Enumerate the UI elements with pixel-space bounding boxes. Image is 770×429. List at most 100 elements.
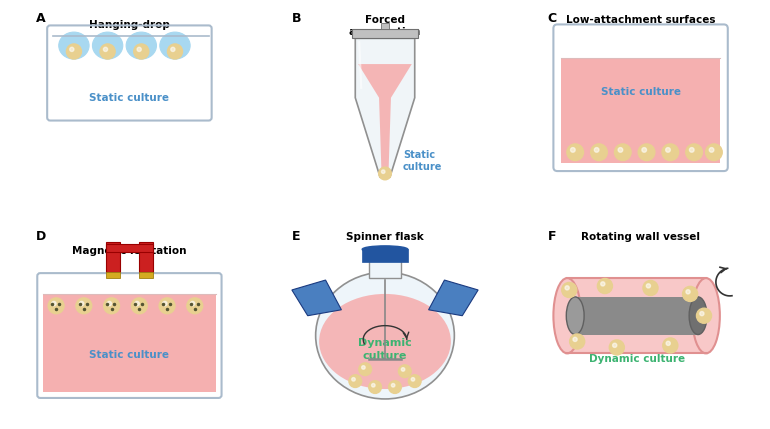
Circle shape [187,298,203,314]
Polygon shape [429,280,478,316]
Bar [139,242,153,272]
Circle shape [66,44,82,59]
Circle shape [562,282,577,297]
Circle shape [389,381,401,393]
Text: Magnetic levitation: Magnetic levitation [72,246,186,257]
Circle shape [134,44,149,59]
Circle shape [591,144,608,160]
Bar [381,24,389,29]
Ellipse shape [566,297,584,335]
Bar [105,242,119,272]
Text: Hanging-drop: Hanging-drop [89,21,170,30]
Circle shape [573,337,578,341]
Circle shape [100,44,116,59]
Polygon shape [292,280,341,316]
Text: Low-attachment surfaces: Low-attachment surfaces [566,15,715,24]
Circle shape [646,284,651,288]
Circle shape [571,148,575,152]
Circle shape [171,47,175,51]
Text: Spinner flask: Spinner flask [346,233,424,242]
Circle shape [709,148,714,152]
Circle shape [700,311,704,316]
Circle shape [369,381,381,393]
Text: A: A [36,12,46,24]
Circle shape [52,302,56,306]
Circle shape [638,144,654,160]
Circle shape [79,302,84,306]
Circle shape [408,375,421,387]
Bar [353,29,417,38]
Circle shape [697,308,711,323]
Circle shape [135,302,139,306]
Bar [561,30,720,58]
Circle shape [379,167,391,180]
Circle shape [666,341,671,345]
Ellipse shape [362,246,408,253]
Circle shape [137,47,142,51]
Circle shape [103,47,108,51]
Circle shape [359,363,372,375]
Circle shape [70,47,74,51]
Circle shape [362,366,365,369]
Circle shape [104,298,119,314]
Circle shape [662,144,678,160]
Text: Static culture: Static culture [89,350,169,360]
Circle shape [398,365,411,378]
Bar [561,58,720,163]
Text: Static culture: Static culture [89,93,169,103]
Circle shape [190,302,195,306]
Polygon shape [355,38,415,177]
Ellipse shape [160,32,190,59]
Text: Dynamic culture: Dynamic culture [588,354,685,364]
Circle shape [401,368,405,371]
Ellipse shape [126,32,156,59]
Circle shape [618,148,623,152]
Circle shape [682,287,698,302]
Circle shape [49,298,64,314]
Circle shape [349,375,362,387]
Text: Static
culture: Static culture [403,150,442,172]
Ellipse shape [692,278,720,353]
Bar [139,272,153,278]
Bar [362,249,408,262]
Circle shape [132,298,147,314]
Circle shape [686,144,702,160]
Circle shape [570,334,584,349]
Circle shape [665,148,671,152]
Text: Dynamic
culture: Dynamic culture [358,338,412,361]
Circle shape [391,384,395,387]
Text: F: F [547,230,556,242]
Circle shape [167,44,182,59]
Circle shape [567,144,584,160]
Ellipse shape [316,272,454,399]
Circle shape [107,302,112,306]
Circle shape [609,340,624,355]
Text: B: B [292,12,301,24]
Circle shape [159,298,175,314]
Text: Static culture: Static culture [601,87,681,97]
Ellipse shape [92,32,122,59]
Circle shape [411,378,415,381]
Circle shape [594,148,599,152]
Circle shape [613,343,617,347]
Ellipse shape [319,294,451,389]
Bar [567,278,706,353]
Bar [105,245,153,252]
Bar [43,278,216,294]
Circle shape [381,170,385,173]
Bar [575,297,698,335]
Circle shape [601,282,605,286]
Text: D: D [36,230,46,242]
Text: E: E [292,230,300,242]
Ellipse shape [59,32,89,59]
Circle shape [565,286,569,290]
Circle shape [642,148,647,152]
Polygon shape [358,64,412,171]
Circle shape [643,281,658,296]
Ellipse shape [554,278,581,353]
Bar [369,260,401,278]
Circle shape [76,298,92,314]
Circle shape [352,378,355,381]
Ellipse shape [689,297,707,335]
Text: C: C [547,12,557,24]
